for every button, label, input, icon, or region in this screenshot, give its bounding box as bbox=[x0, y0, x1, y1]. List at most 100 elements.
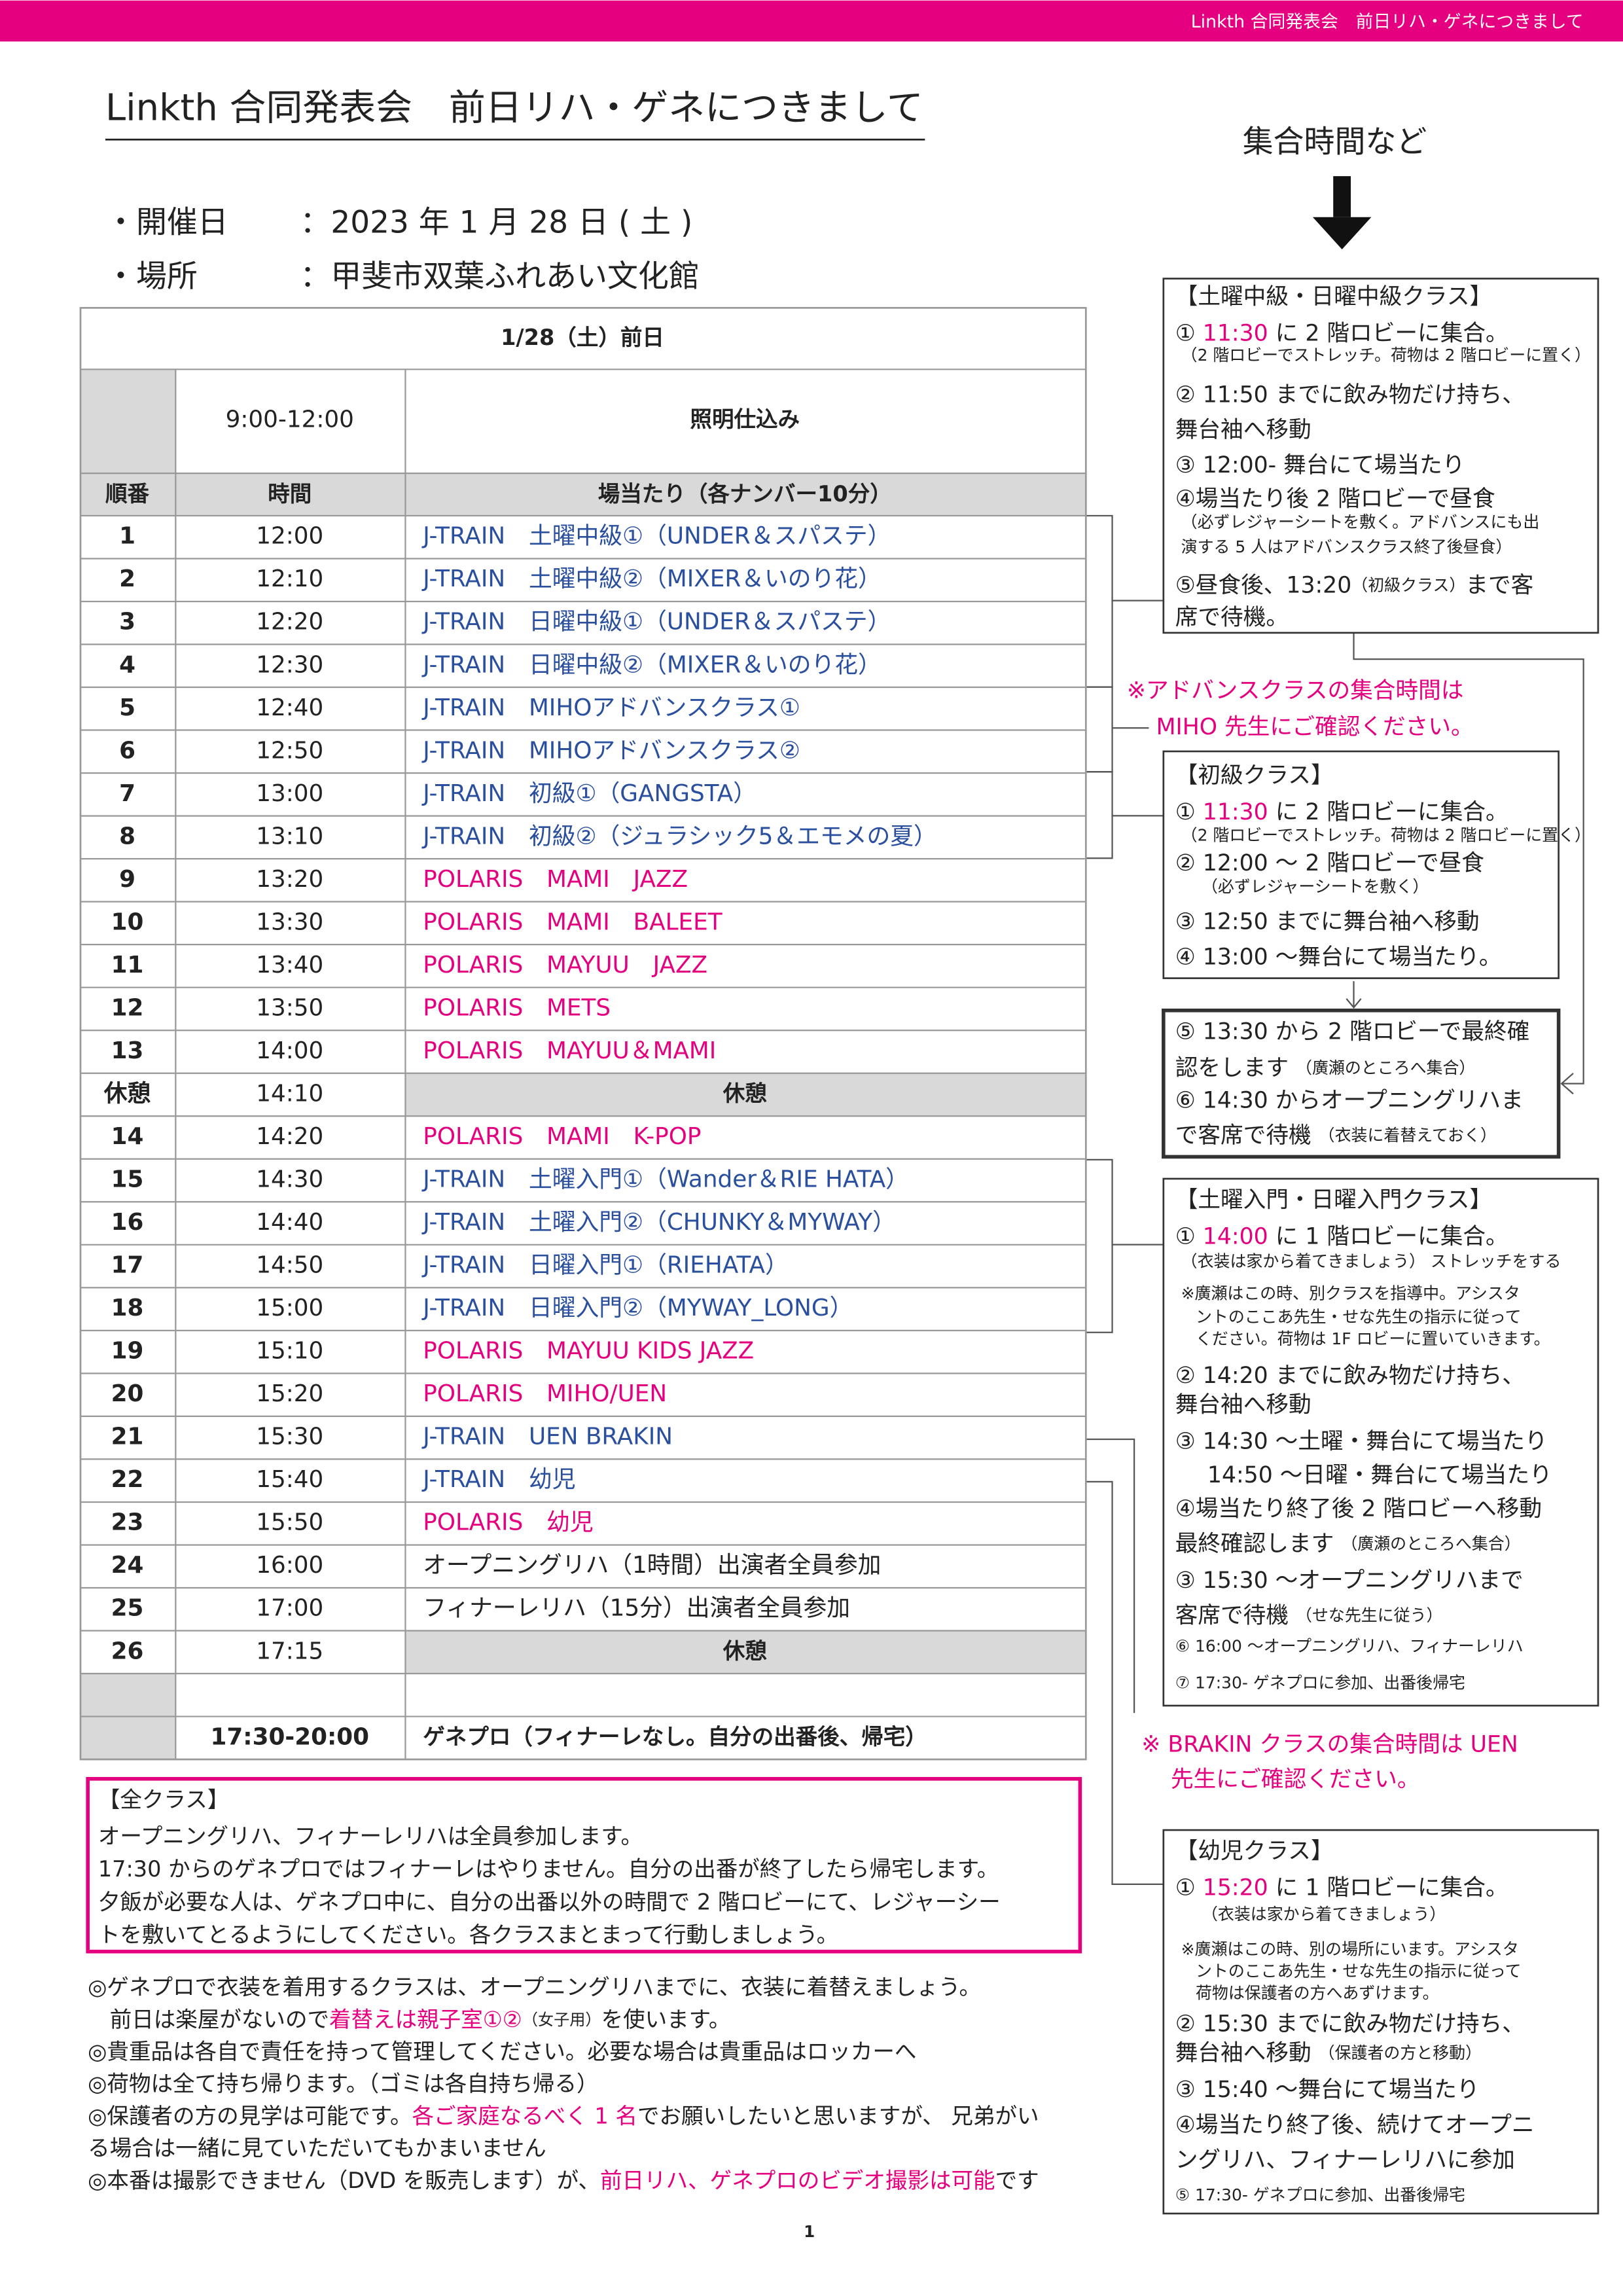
text-run: ◎貴重品は各自で責任を持って管理してください。必要な場合は貴重品はロッカーへ bbox=[88, 2039, 916, 2064]
box-line: で客席で待機 （衣装に着替えておく） bbox=[1175, 1122, 1497, 1149]
row-text: J-TRAIN 初級②（ジュラシック5＆エモメの夏） bbox=[421, 823, 937, 850]
box-line: 【土曜入門・日曜入門クラス】 bbox=[1175, 1187, 1493, 1213]
row-number: 24 bbox=[111, 1552, 144, 1579]
box-line: ※廣瀬はこの時、別クラスを指導中。アシスタ bbox=[1181, 1284, 1520, 1303]
box-line: （衣装は家から着てきましょう） bbox=[1202, 1905, 1446, 1924]
row-number: 20 bbox=[111, 1380, 144, 1407]
cell-shade bbox=[80, 369, 176, 474]
text-run: ⑦ 17:30- ゲネプロに参加、出番後帰宅 bbox=[1175, 1673, 1465, 1692]
connectors bbox=[1086, 514, 1584, 1885]
box-line: 客席で待機 （せな先生に従う） bbox=[1175, 1603, 1443, 1629]
text-run: ④場当たり後 2 階ロビーで昼食 bbox=[1175, 486, 1495, 512]
row-time: 16:00 bbox=[256, 1552, 323, 1579]
text-run: （必ずレジャーシートを敷く） bbox=[1202, 877, 1429, 896]
cell-shade bbox=[405, 1073, 1086, 1117]
row-text: フィナーレリハ（15分）出演者全員参加 bbox=[423, 1595, 850, 1622]
final-text: ゲネプロ（フィナーレなし。自分の出番後、帰宅） bbox=[423, 1724, 927, 1749]
note-line: ◎保護者の方の見学は可能です。各ご家庭なるべく 1 名でお願いしたいと思いますが… bbox=[88, 2103, 1039, 2128]
callout: ※ BRAKIN クラスの集合時間は UEN bbox=[1141, 1731, 1518, 1757]
box-line: ④場当たり終了後 2 階ロビーへ移動 bbox=[1175, 1496, 1542, 1522]
cell-shade bbox=[405, 1630, 1086, 1674]
info-box bbox=[1162, 1008, 1561, 1159]
box-line: 【土曜中級・日曜中級クラス】 bbox=[1175, 284, 1493, 310]
text-run: ※廣瀬はこの時、別の場所にいます。アシスタ bbox=[1181, 1939, 1519, 1958]
text-run: に 2 階ロビーに集合。 bbox=[1268, 321, 1508, 347]
text-run: 舞台袖へ移動 bbox=[1175, 417, 1311, 443]
down-arrow bbox=[1312, 176, 1372, 249]
box-line: ントのここあ先生・せな先生の指示に従って bbox=[1196, 1962, 1522, 1981]
text-run: 各ご家庭なるべく 1 名 bbox=[412, 2103, 637, 2128]
box-line: 演する 5 人はアドバンスクラス終了後昼食） bbox=[1181, 537, 1512, 556]
text-run: 舞台袖へ移動 bbox=[1175, 1392, 1311, 1418]
note-line: ◎貴重品は各自で責任を持って管理してください。必要な場合は貴重品はロッカーへ bbox=[88, 2039, 916, 2064]
row-text: J-TRAIN 土曜入門②（CHUNKY＆MYWAY） bbox=[421, 1209, 896, 1236]
row-time: 17:15 bbox=[256, 1638, 323, 1664]
all-classes-line: オープニングリハ、フィナーレリハは全員参加します。 bbox=[98, 1823, 643, 1849]
note-line: ◎本番は撮影できません（DVD を販売します）が、前日リハ、ゲネプロのビデオ撮影… bbox=[88, 2167, 1039, 2193]
row-number: 2 bbox=[119, 565, 135, 592]
box-line: ② 11:50 までに飲み物だけ持ち、 bbox=[1175, 382, 1525, 408]
row-text: オープニングリハ（1時間）出演者全員参加 bbox=[423, 1552, 881, 1579]
text-run: 【幼児クラス】 bbox=[1175, 1839, 1334, 1865]
box-line: 認をします （廣瀬のところへ集合） bbox=[1175, 1055, 1476, 1081]
text-run: に 1 階ロビーに集合。 bbox=[1268, 1223, 1508, 1249]
row-text: 休憩 bbox=[722, 1081, 768, 1106]
header-bar-text: Linkth 合同発表会 前日リハ・ゲネにつきまして bbox=[1191, 12, 1584, 32]
box-line: 最終確認します （廣瀬のところへ集合） bbox=[1175, 1531, 1521, 1557]
row-number: 6 bbox=[119, 737, 135, 764]
all-classes-line: 17:30 からのゲネプロではフィナーレはやりません。自分の出番が終了したら帰宅… bbox=[98, 1856, 999, 1882]
row-text: J-TRAIN 土曜中級②（MIXER＆いのり花） bbox=[421, 565, 882, 592]
row-time: 15:50 bbox=[256, 1509, 323, 1536]
text-run: 舞台袖へ移動 bbox=[1175, 2040, 1319, 2066]
box-line: ③ 14:30 ～土曜・舞台にて場当たり bbox=[1175, 1428, 1548, 1454]
text-run: ③ 12:50 までに舞台袖へ移動 bbox=[1175, 909, 1480, 935]
box-line: ① 15:20 に 1 階ロビーに集合。 bbox=[1175, 1875, 1508, 1901]
text-run: を使います。 bbox=[601, 2006, 731, 2032]
box-line: ⑤ 17:30- ゲネプロに参加、出番後帰宅 bbox=[1175, 2185, 1465, 2204]
text-run: 【土曜入門・日曜入門クラス】 bbox=[1175, 1187, 1493, 1213]
row-number: 8 bbox=[119, 823, 135, 850]
text-run: 14:50 ～日曜・舞台にて場当たり bbox=[1207, 1462, 1552, 1488]
text-run: 荷物は保護者の方へあずけます。 bbox=[1196, 1984, 1439, 2003]
text-run: 着替えは親子室①② bbox=[329, 2006, 522, 2032]
text-run: 11:30 bbox=[1203, 321, 1268, 347]
all-classes-line: トを敷いてとるようにしてください。各クラスまとまって行動しましょう。 bbox=[98, 1922, 838, 1948]
text-run: （廣瀬のところへ集合） bbox=[1341, 1534, 1520, 1553]
row-number: 7 bbox=[119, 780, 135, 807]
text-run: ※廣瀬はこの時、別クラスを指導中。アシスタ bbox=[1181, 1284, 1520, 1303]
row-time: 13:40 bbox=[256, 952, 323, 978]
setup-text: 照明仕込み bbox=[690, 406, 800, 432]
row-number: 17 bbox=[111, 1252, 144, 1279]
row-time: 13:20 bbox=[256, 866, 323, 893]
row-number: 9 bbox=[119, 866, 135, 893]
text-run: に 2 階ロビーに集合。 bbox=[1268, 799, 1508, 825]
box-line: 【初級クラス】 bbox=[1175, 762, 1334, 789]
row-number: 25 bbox=[111, 1595, 144, 1622]
box-line: ④ 13:00 ～舞台にて場当たり。 bbox=[1175, 944, 1502, 970]
box-line: ② 12:00 ～ 2 階ロビーで昼食 bbox=[1175, 850, 1484, 876]
all-classes-box bbox=[86, 1777, 1082, 1954]
box-line: ⑤昼食後、13:20（初級クラス）まで客 bbox=[1175, 572, 1534, 598]
row-time: 14:50 bbox=[256, 1252, 323, 1279]
box-line: ① 14:00 に 1 階ロビーに集合。 bbox=[1175, 1223, 1508, 1249]
row-number: 19 bbox=[111, 1338, 144, 1365]
row-text: J-TRAIN 日曜中級②（MIXER＆いのり花） bbox=[421, 651, 882, 678]
note-line: ◎ゲネプロで衣装を着用するクラスは、オープニングリハまでに、衣装に着替えましょう… bbox=[88, 1974, 981, 2000]
text-run: ③ 15:40 ～舞台にて場当たり bbox=[1175, 2077, 1480, 2103]
box-line: 【幼児クラス】 bbox=[1175, 1839, 1334, 1865]
column-header: 場当たり（各ナンバー10分） bbox=[598, 481, 892, 507]
box-line: ② 14:20 までに飲み物だけ持ち、 bbox=[1175, 1363, 1525, 1389]
note-line: ◎荷物は全て持ち帰ります。（ゴミは各自持ち帰る） bbox=[88, 2071, 598, 2096]
box-line: ③ 15:40 ～舞台にて場当たり bbox=[1175, 2077, 1480, 2103]
text-run: 客席で待機 bbox=[1175, 1603, 1296, 1629]
info-value: ：甲斐市双葉ふれあい文化館 bbox=[300, 259, 699, 295]
row-text: J-TRAIN 幼児 bbox=[421, 1466, 575, 1493]
text-run: ⑥ 14:30 からオープニングリハま bbox=[1175, 1087, 1524, 1113]
info-label: ・場所 bbox=[105, 259, 198, 295]
text-run: 認をします bbox=[1175, 1055, 1296, 1081]
text-run: ④場当たり終了後 2 階ロビーへ移動 bbox=[1175, 1496, 1542, 1522]
row-number: 休憩 bbox=[103, 1080, 151, 1107]
text-run: （衣装は家から着てきましょう） bbox=[1202, 1905, 1446, 1924]
box-line: ください。荷物は 1F ロビーに置いていきます。 bbox=[1196, 1329, 1550, 1348]
info-box bbox=[1162, 1829, 1599, 2215]
